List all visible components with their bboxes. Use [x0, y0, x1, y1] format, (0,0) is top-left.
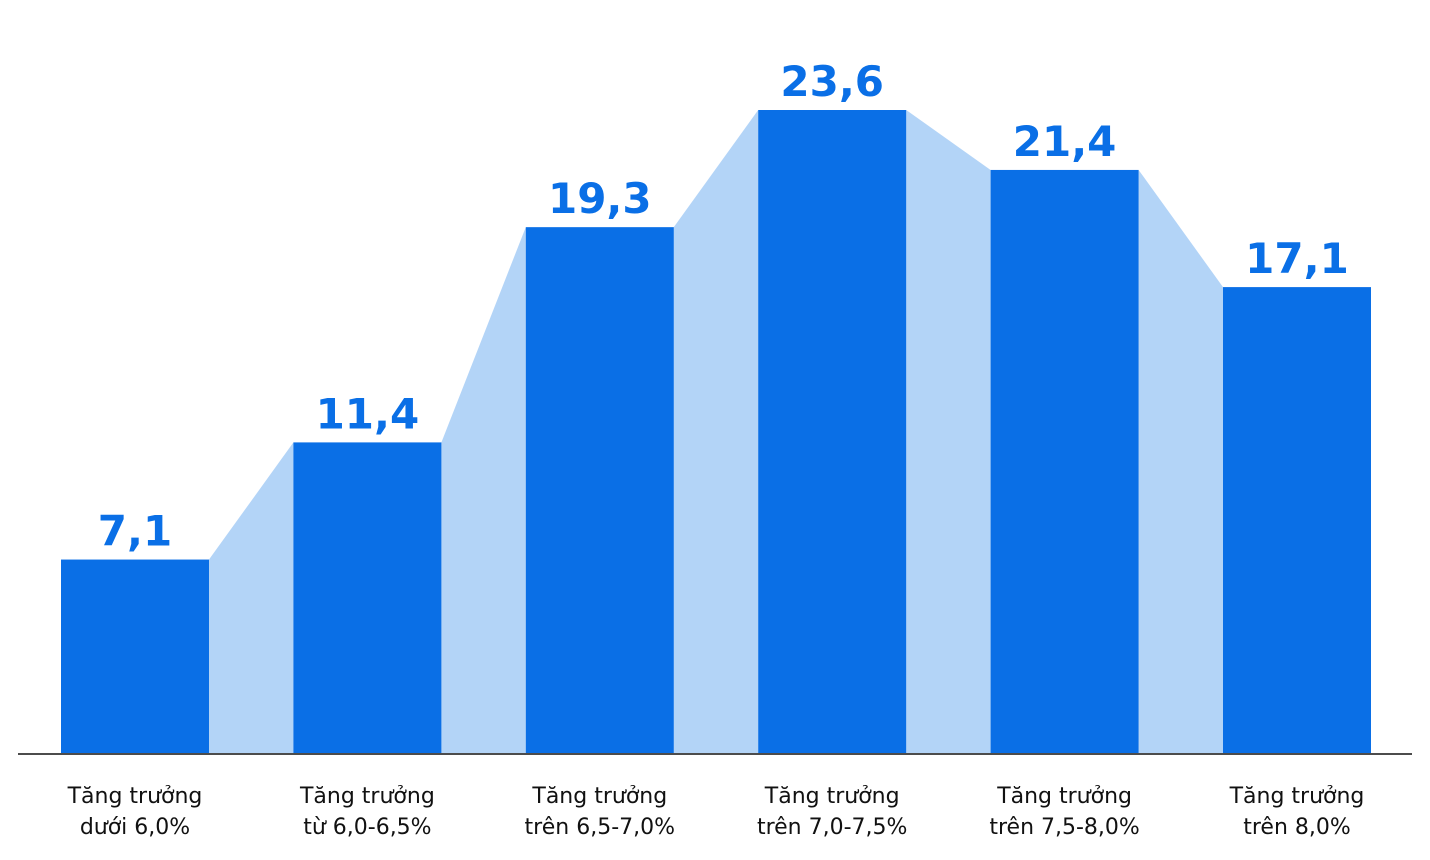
data-label: 19,3 — [548, 174, 652, 223]
bar — [758, 110, 907, 753]
bar — [293, 442, 442, 753]
bar — [990, 169, 1139, 753]
connector-area — [906, 110, 991, 753]
connector-area — [441, 227, 526, 753]
data-label: 17,1 — [1245, 234, 1349, 283]
x-tick-label: Tăng trưởng trên 8,0% — [1229, 784, 1365, 840]
x-tick-label: Tăng trưởng dưới 6,0% — [67, 784, 203, 840]
connector-area — [209, 442, 294, 753]
x-tick-label: Tăng trưởng trên 6,5-7,0% — [525, 784, 675, 840]
data-label: 23,6 — [780, 57, 884, 106]
x-tick-label: Tăng trưởng trên 7,5-8,0% — [989, 784, 1139, 840]
bar — [525, 227, 674, 753]
bar — [1223, 287, 1371, 753]
connector-area — [673, 110, 759, 753]
bar — [61, 559, 209, 753]
connector-area — [1138, 169, 1223, 753]
data-label: 7,1 — [98, 507, 172, 556]
x-tick-label: Tăng trưởng từ 6,0-6,5% — [299, 784, 435, 840]
data-label: 11,4 — [316, 389, 420, 438]
data-label: 21,4 — [1013, 117, 1117, 166]
x-tick-label: Tăng trưởng trên 7,0-7,5% — [757, 784, 907, 840]
